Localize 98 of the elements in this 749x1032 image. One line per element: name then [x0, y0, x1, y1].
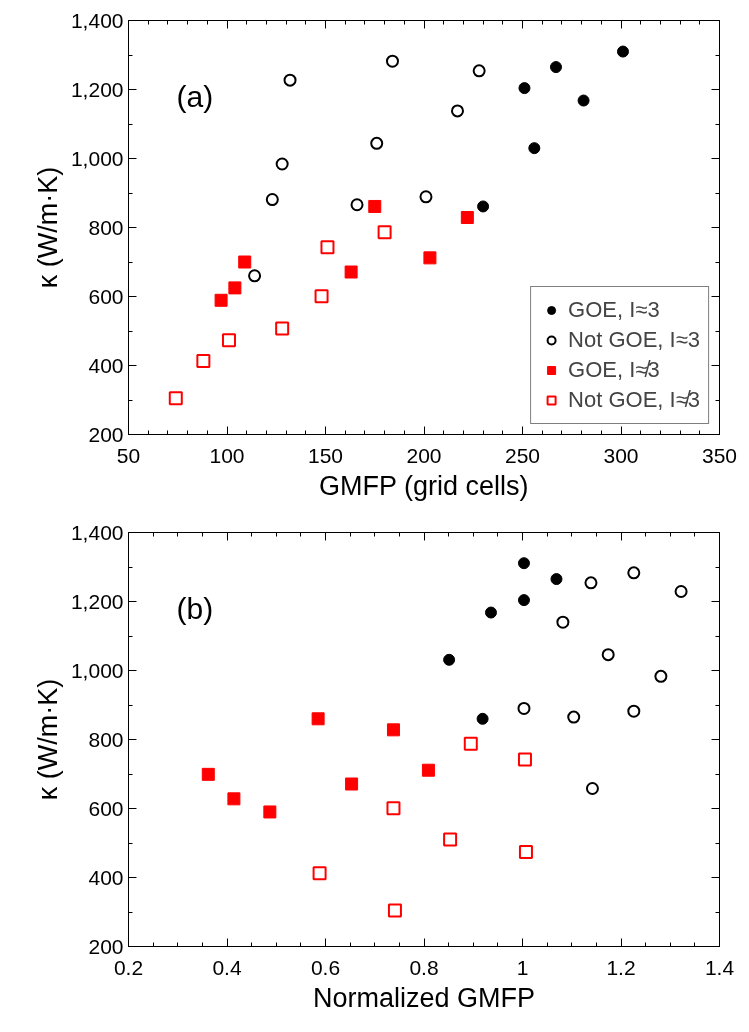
legend-label: GOE, I≉3 [568, 356, 660, 384]
point [654, 669, 668, 683]
point [556, 615, 570, 629]
x-tick-label: 0.2 [113, 955, 144, 979]
x-axis-title: GMFP (grid cells) [318, 470, 529, 501]
point [585, 782, 599, 795]
point [227, 792, 241, 806]
x-tick-label: 1 [516, 955, 529, 979]
y-tick-label: 600 [88, 796, 124, 820]
point [518, 82, 531, 95]
point [477, 200, 490, 213]
point [450, 104, 464, 118]
x-tick-label: 1.2 [606, 955, 636, 979]
point [283, 73, 297, 87]
point [214, 293, 228, 307]
point [385, 54, 399, 68]
x-tick-label: 100 [209, 443, 245, 467]
point [517, 594, 530, 607]
y-tick-label: 400 [88, 865, 124, 889]
y-tick-label: 800 [88, 215, 124, 239]
point [345, 777, 359, 791]
point [201, 767, 215, 781]
point [443, 653, 456, 666]
y-tick-label: 1,400 [70, 520, 124, 544]
y-tick-label: 1,200 [70, 589, 124, 613]
point [674, 585, 688, 598]
y-tick-label: 1,000 [70, 146, 124, 170]
point [472, 64, 486, 78]
x-tick-label: 350 [701, 443, 738, 467]
point [567, 710, 581, 724]
point [627, 566, 641, 580]
point [387, 903, 402, 918]
y-axis-title: κ (W/m·K) [32, 166, 63, 289]
point [221, 333, 236, 348]
x-axis-title: Normalized GMFP [312, 982, 536, 1013]
y-tick-label: 200 [88, 934, 124, 958]
point [320, 240, 335, 255]
x-tick-label: 0.8 [409, 955, 439, 979]
x-tick-label: 1.4 [704, 955, 735, 979]
point [627, 704, 641, 718]
point [238, 255, 252, 269]
point [517, 752, 532, 767]
point [484, 606, 497, 619]
x-tick-label: 150 [307, 443, 344, 467]
point [421, 763, 435, 777]
y-tick-label: 800 [88, 727, 124, 751]
y-tick-label: 600 [88, 284, 124, 308]
point [344, 265, 358, 279]
legend-label: Not GOE, I≈3 [568, 326, 700, 354]
y-tick-label: 1,000 [70, 658, 124, 682]
x-tick-label: 300 [603, 443, 639, 467]
legend-label: Not GOE, I≉3 [568, 386, 700, 414]
x-tick-label: 200 [406, 443, 442, 467]
y-tick-label: 200 [88, 422, 124, 446]
point [517, 557, 530, 570]
legend-label: GOE, I≈3 [568, 296, 660, 324]
x-tick-label: 250 [504, 443, 541, 467]
y-tick-label: 1,400 [70, 8, 124, 32]
point [517, 701, 531, 715]
point [368, 199, 382, 213]
point [370, 136, 384, 150]
annotation: (b) [176, 591, 214, 625]
point [423, 251, 437, 265]
point [476, 712, 489, 725]
x-tick-label: 0.6 [310, 955, 341, 979]
point [228, 281, 242, 295]
point [528, 142, 541, 155]
point [518, 844, 533, 859]
point [168, 391, 183, 406]
point [314, 289, 329, 304]
point [460, 210, 474, 224]
point [550, 573, 563, 586]
point [463, 736, 478, 751]
point [577, 94, 590, 107]
y-tick-label: 400 [88, 353, 124, 377]
point [616, 45, 629, 58]
point [386, 801, 401, 816]
point [443, 832, 458, 847]
point [419, 190, 433, 204]
point [350, 198, 364, 212]
point [196, 354, 211, 369]
point [248, 269, 262, 283]
y-axis-title: κ (W/m·K) [32, 678, 63, 801]
point [601, 648, 615, 662]
x-tick-label: 0.4 [212, 955, 242, 979]
y-tick-label: 1,200 [70, 77, 124, 101]
point [311, 712, 325, 726]
point [584, 576, 598, 590]
point [549, 61, 562, 74]
point [377, 225, 392, 240]
point [265, 193, 279, 207]
point [275, 157, 289, 171]
point [312, 866, 327, 881]
point [275, 321, 290, 336]
annotation: (a) [176, 79, 214, 113]
point [386, 723, 400, 737]
x-tick-label: 50 [116, 443, 141, 467]
point [263, 805, 277, 819]
